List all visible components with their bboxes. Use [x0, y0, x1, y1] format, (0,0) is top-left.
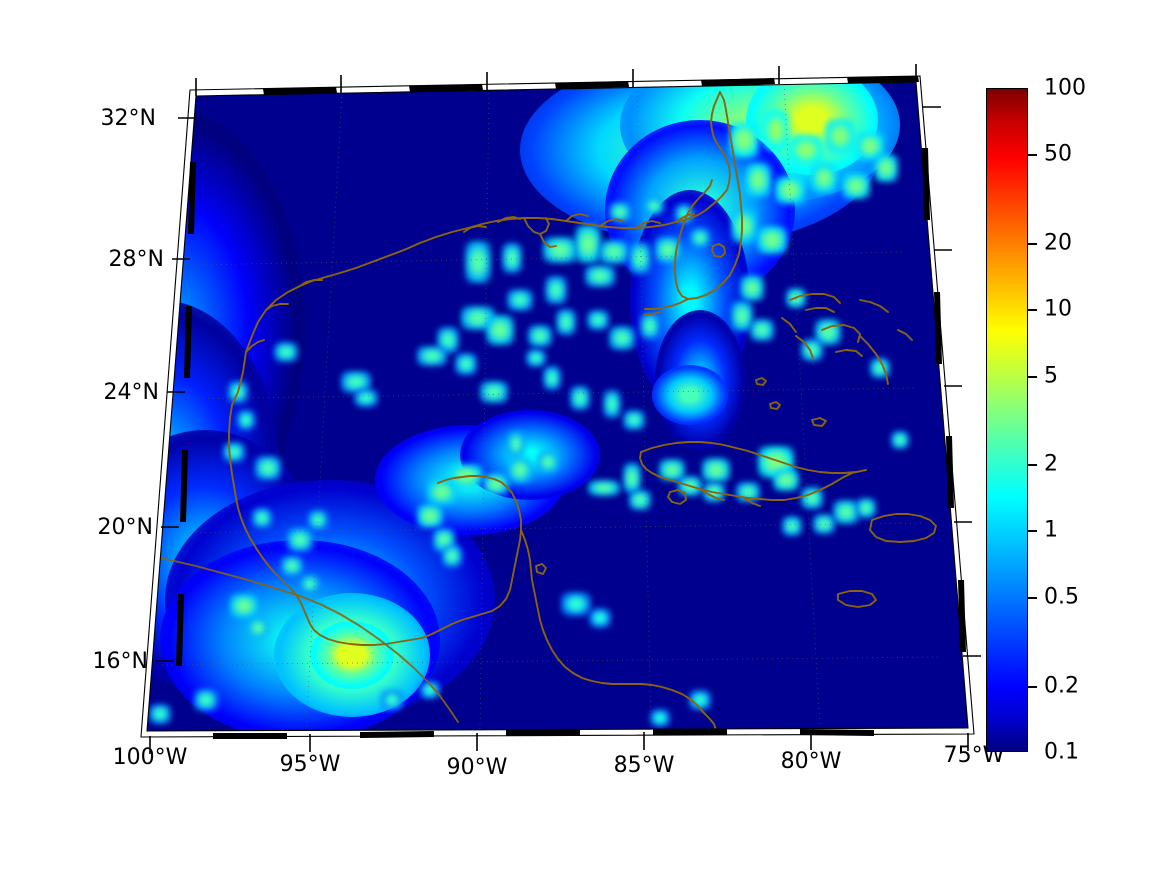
lon-tick-label-100W: 100°W	[112, 745, 188, 770]
colorbar-label-2: 2	[1044, 451, 1058, 477]
lon-tick-label-95W: 95°W	[279, 752, 341, 777]
colorbar-tick-0.5	[1028, 596, 1037, 599]
graticule-layer	[0, 0, 1000, 800]
colorbar-label-0.1: 0.1	[1044, 739, 1079, 765]
lon-tick-label-90W: 90°W	[446, 755, 508, 780]
colorbar-tick-2	[1028, 463, 1037, 466]
map-plot-area[interactable]: 32°N 28°N 24°N 20°N 16°N 100°W 95°W 90°W…	[0, 0, 1004, 800]
colorbar-label-1: 1	[1044, 517, 1058, 543]
lat-tick-label-20N: 20°N	[97, 515, 153, 540]
colorbar-tick-50	[1028, 154, 1037, 157]
colorbar-tick-1	[1028, 530, 1037, 533]
colorbar-tick-5	[1028, 375, 1037, 378]
lat-tick-label-16N: 16°N	[92, 649, 148, 674]
colorbar-label-10: 10	[1044, 296, 1072, 322]
colorbar[interactable]: 100 50 20 10 5 2 1 0.5 0.2 0.1	[986, 76, 1167, 765]
colorbar-gradient	[986, 88, 1028, 752]
colorbar-label-20: 20	[1044, 230, 1072, 256]
colorbar-label-100: 100	[1044, 75, 1086, 101]
lat-tick-label-32N: 32°N	[100, 106, 156, 131]
lon-tick-label-85W: 85°W	[613, 753, 675, 778]
coastline-layer	[0, 0, 1000, 800]
colorbar-tick-20	[1028, 242, 1037, 245]
lon-tick-label-80W: 80°W	[780, 749, 842, 774]
lat-tick-label-24N: 24°N	[103, 380, 159, 405]
colorbar-tick-10	[1028, 309, 1037, 312]
colorbar-label-50: 50	[1044, 141, 1072, 167]
map-frame	[140, 64, 981, 754]
colorbar-tick-0.2	[1028, 685, 1037, 688]
colorbar-label-5: 5	[1044, 363, 1058, 388]
colorbar-label-0.5: 0.5	[1044, 584, 1079, 610]
lat-tick-label-28N: 28°N	[108, 247, 164, 272]
colorbar-label-0.2: 0.2	[1044, 673, 1079, 699]
